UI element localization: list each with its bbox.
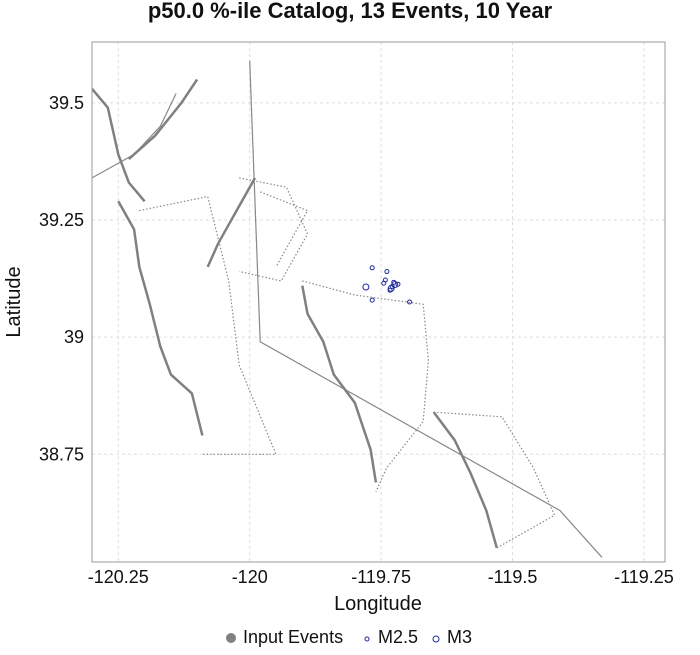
plot-area [91,41,666,563]
y-tick-label: 39.5 [49,93,84,113]
fault-trace-main [127,78,199,161]
x-tick-label: -120.25 [88,567,149,587]
y-tick-label: 39.25 [39,210,84,230]
chart-title: p50.0 %-ile Catalog, 13 Events, 10 Year [148,0,553,23]
point-m25 [384,269,390,275]
point-m25 [381,280,387,286]
legend: Input Events M2.5 M3 [226,627,472,647]
data-points [362,265,413,305]
legend-m3-label: M3 [447,627,472,647]
point-m3 [391,281,399,289]
legend-m25-marker [364,636,370,642]
point-m25 [387,287,393,293]
legend-m3-marker [432,635,440,643]
fault-trace-main [92,87,146,203]
y-tick-labels: 38.75 39 39.25 39.5 [39,93,84,464]
fault-trace-thin [92,93,177,179]
fault-trace-dotted [259,191,309,268]
x-tick-labels: -120.25 -120 -119.75 -119.5 -119.25 [88,567,674,587]
x-tick-label: -119.5 [488,567,538,587]
x-tick-label: -119.25 [614,567,674,587]
legend-input-events-marker [226,633,236,643]
y-tick-label: 39 [64,327,84,347]
fault-trace-dotted [433,411,556,549]
point-m25 [407,299,413,305]
fault-trace-main [206,177,257,268]
fault-trace-dotted [302,280,430,492]
x-tick-label: -119.75 [351,567,411,587]
fault-trace-dotted [139,195,277,455]
point-m3 [362,283,370,291]
fault-trace-thin [249,60,603,558]
fault-trace-main [117,200,204,436]
point-m25 [395,281,401,287]
fault-trace-dotted [239,177,309,282]
grid-lines [92,42,665,562]
x-axis-label: Longitude [334,593,422,615]
x-tick-label: -120 [232,567,268,587]
y-tick-label: 38.75 [39,444,84,464]
point-m3 [387,284,395,292]
legend-input-events-label: Input Events [243,627,343,647]
y-axis-label: Latitude [3,266,25,337]
fault-traces [92,60,603,558]
point-m25 [391,279,397,285]
legend-m25-label: M2.5 [378,627,418,647]
point-m25 [369,265,375,271]
fault-trace-main [432,411,499,549]
point-m25 [369,297,375,303]
fault-trace-main [301,285,378,483]
